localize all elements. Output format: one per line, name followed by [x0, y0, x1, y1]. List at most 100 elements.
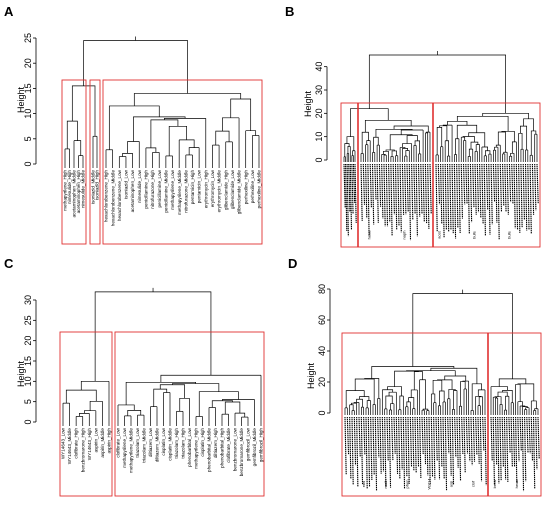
dendrogram-link	[468, 148, 473, 157]
leaf-label-mass	[384, 416, 387, 487]
y-tick-label: 15	[23, 356, 33, 366]
leaf-label-mass	[503, 416, 507, 480]
dendrogram-link	[393, 125, 429, 133]
leaf-label-mass	[369, 163, 372, 208]
leaf-label-mass	[508, 416, 511, 453]
dendrogram-link	[426, 131, 430, 133]
leaf-label-mass	[420, 163, 423, 214]
dendrogram-link	[412, 293, 513, 379]
leaf-label-mass	[381, 163, 384, 219]
leaf-label: nitrofurazone_Middle	[183, 170, 188, 213]
leaf-label-mass	[535, 416, 538, 470]
leaf-label: perhexiline_Low	[250, 169, 255, 203]
leaf-label-mass	[429, 163, 432, 214]
leaf-label-mass	[409, 416, 413, 467]
leaf-label: cisplatin_Low	[161, 427, 166, 455]
leaf-label: pentamicin_Low	[197, 169, 202, 203]
leaf-label-mass	[360, 163, 363, 221]
cluster-boxes-a	[61, 79, 263, 245]
dendrogram-link	[491, 386, 508, 391]
leaf-label-mass	[419, 416, 422, 479]
dendrogram-link	[352, 150, 355, 156]
dendrogram-link	[439, 125, 448, 141]
leaf-label-mass	[482, 416, 485, 452]
leaf-label-mass	[346, 163, 349, 237]
leaf-label-mass	[499, 163, 503, 212]
leaf-label-mass	[451, 163, 454, 234]
dendrogram-link	[530, 130, 537, 156]
y-tick-label: 0	[23, 419, 33, 424]
leaf-label-mass	[470, 416, 473, 466]
leaf-label-mass	[352, 163, 356, 203]
leaf-label: glibenclamide_Middle	[237, 170, 242, 215]
dendrogram-link	[518, 132, 523, 150]
dendrogram-link	[94, 291, 212, 382]
leaf-label: penicillamine_High	[144, 170, 149, 209]
y-tick-label: 0	[317, 410, 327, 415]
dendrogram-link	[153, 388, 168, 407]
dendrogram-link	[456, 115, 509, 132]
leaf-label-mass	[415, 163, 418, 237]
dendrogram-link	[188, 147, 200, 155]
dendrogram-link	[359, 396, 370, 401]
dendrogram-link	[150, 119, 179, 148]
leaf-label: triazolam_High	[181, 428, 186, 459]
dendrogram-link	[503, 151, 508, 154]
dendrogram-link	[402, 148, 408, 151]
dendrogram-link	[179, 139, 195, 148]
leaf-label: penicillamine_Middle	[163, 170, 168, 213]
leaf-label-mass	[479, 163, 482, 218]
y-tick-label: 30	[314, 85, 324, 95]
dendrogram-link	[399, 395, 404, 410]
leaf-mark: hexa	[514, 479, 519, 488]
dendrogram-link	[442, 124, 453, 126]
leaf-label-mass	[513, 163, 516, 229]
leaf-label-mass	[444, 416, 448, 491]
leaf-label-mass	[449, 416, 452, 476]
dendrogram-link	[515, 383, 521, 402]
dendrogram-link	[505, 395, 509, 411]
dendrogram-link	[531, 400, 537, 409]
dendrogram-link	[462, 136, 475, 143]
dendrogram-link	[83, 40, 188, 94]
leaf-label: phenobarbital_High	[220, 428, 225, 468]
dendrogram-link	[437, 379, 453, 390]
dendrogram-link	[385, 395, 393, 409]
leaf-label: clofibrate_High	[74, 428, 79, 459]
cluster-boxes-d	[341, 332, 542, 497]
dendrogram-link	[118, 404, 135, 411]
dendrogram-link	[517, 383, 535, 401]
leaf-label: hexachlorobenzene_Low	[117, 169, 122, 221]
leaf-label-mass	[395, 416, 399, 474]
leaf-label: diltiazem_Low	[148, 427, 153, 457]
leaf-label-mass	[430, 416, 434, 477]
leaf-label-mass	[515, 416, 518, 483]
leaf-label-mass	[453, 163, 457, 239]
dendrogram-d	[344, 289, 539, 415]
leaf-label-mass	[358, 416, 361, 457]
leaf-label: cisplatin_Middle	[168, 428, 173, 461]
leaf-labels-a: methapyrilene_High nimesulide_High acetami…	[63, 169, 262, 226]
leaf-label: acetaminophen_Middle	[72, 170, 77, 218]
leaf-label-mass	[465, 163, 468, 204]
dendrogram-link	[71, 85, 96, 137]
leaf-label: perhexiline_Middle	[257, 170, 262, 209]
leaf-label-mass	[365, 163, 368, 219]
dendrogram-link	[510, 152, 515, 157]
dendrogram-link	[127, 141, 140, 154]
dendrogram-link	[408, 397, 415, 409]
dendrogram-link	[382, 389, 394, 393]
leaf-label: erythromycin_High	[203, 170, 208, 209]
leaf-label: benzbromarone_Middle	[239, 428, 244, 477]
leaf-label-mass	[454, 416, 457, 458]
dendrogram-link	[74, 140, 82, 156]
leaf-label-mass	[390, 163, 393, 236]
leaf-label: nimesulide_Middle	[81, 170, 86, 208]
leaf-label-mass	[351, 163, 354, 214]
dendrogram-link	[145, 147, 157, 153]
dendrogram-b	[343, 51, 538, 162]
leaf-label-mass	[371, 163, 375, 225]
cluster-box	[61, 79, 87, 245]
dendrogram-link	[222, 117, 240, 132]
leaf-label-mass	[506, 416, 509, 482]
